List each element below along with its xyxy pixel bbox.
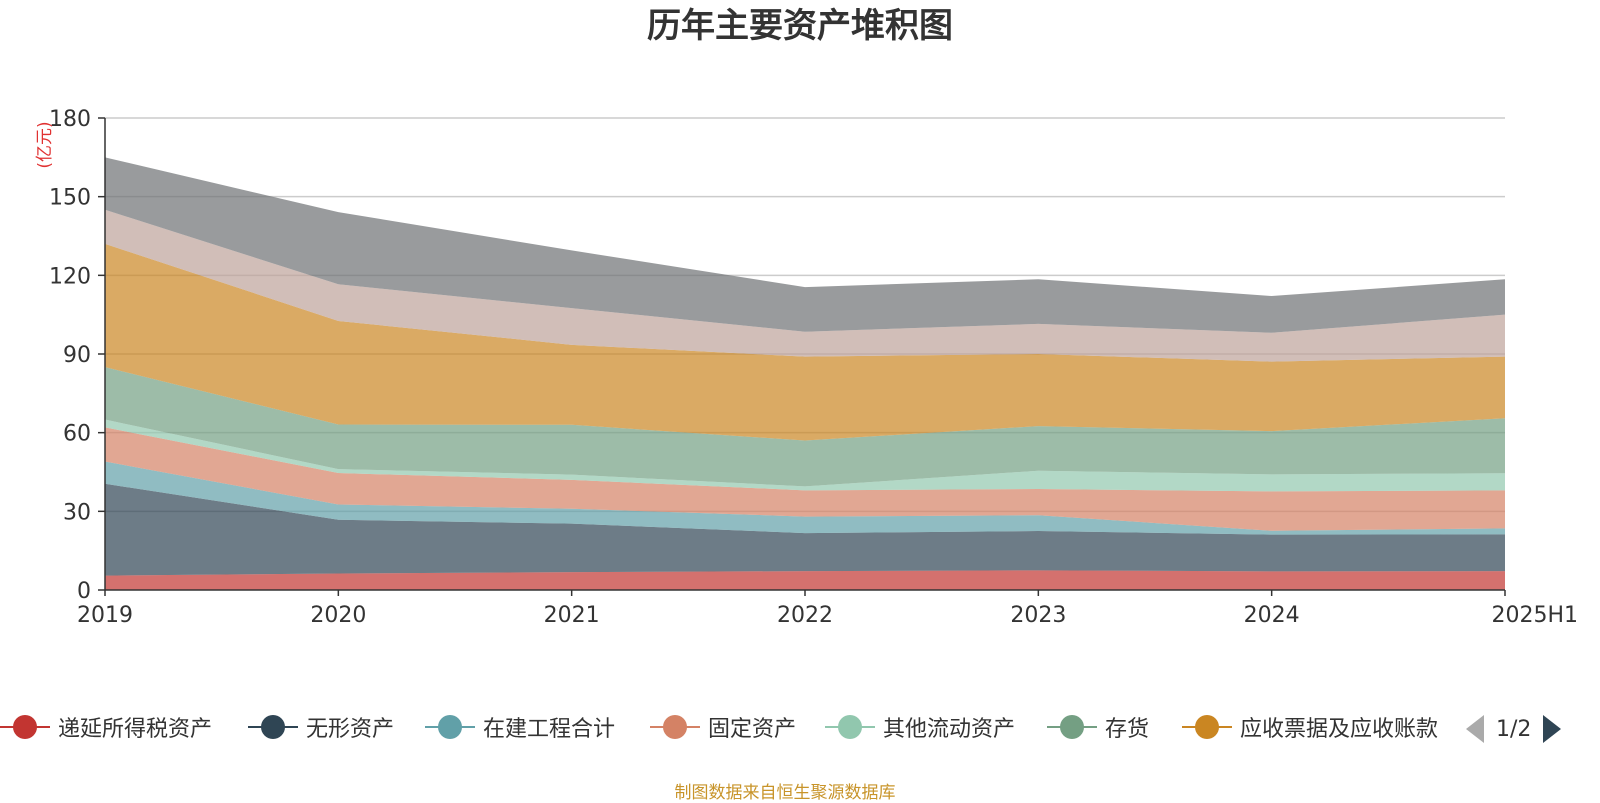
legend-label: 其他流动资产 [883, 717, 1016, 742]
legend-label: 存货 [1105, 717, 1150, 742]
legend-marker-icon [1182, 712, 1232, 742]
legend-next-page-icon[interactable] [1543, 715, 1562, 743]
x-tick-label: 2024 [1244, 603, 1300, 628]
y-tick-label: 150 [49, 186, 91, 211]
area-series-7 [105, 243, 1505, 441]
y-tick-label: 90 [63, 343, 91, 368]
chart-title: 历年主要资产堆积图 [647, 6, 953, 46]
area-series-8 [105, 209, 1505, 362]
legend-page-indicator: 1/2 [1496, 716, 1532, 742]
area-series-2 [105, 483, 1505, 576]
legend-label: 无形资产 [306, 717, 395, 742]
legend-item[interactable]: 固定资产 [650, 712, 796, 742]
legend-label: 固定资产 [708, 717, 797, 742]
legend-label: 应收票据及应收账款 [1240, 717, 1439, 742]
y-tick-label: 0 [77, 579, 91, 604]
y-tick-label: 120 [49, 264, 91, 289]
legend-item[interactable]: 递延所得税资产 [0, 712, 212, 742]
legend: 递延所得税资产 无形资产 在建工程合计 固定资产 其他流动资产 存货 应收票据及应收账款 [0, 712, 1600, 742]
x-tick-label: 2019 [77, 603, 133, 628]
area-series-1 [105, 570, 1505, 590]
legend-marker-icon [0, 712, 50, 742]
legend-label: 递延所得税资产 [58, 717, 213, 742]
y-tick-label: 30 [63, 500, 91, 525]
area-series-5 [105, 419, 1505, 492]
source-note: 制图数据来自恒生聚源数据库 [674, 783, 896, 803]
y-tick-label: 60 [63, 422, 91, 447]
legend-marker-icon [825, 712, 875, 742]
legend-marker-icon [650, 712, 700, 742]
legend-label: 在建工程合计 [483, 717, 616, 742]
area-series-9 [105, 157, 1505, 333]
y-axis-unit-label: (亿元) [35, 121, 55, 168]
legend-item[interactable]: 在建工程合计 [425, 712, 615, 742]
x-tick-label: 2025H1 [1491, 603, 1578, 628]
legend-pager: 1/2 [1466, 712, 1562, 746]
area-series-group [105, 157, 1505, 590]
area-series-6 [105, 367, 1505, 487]
legend-marker-icon [248, 712, 298, 742]
x-tick-label: 2022 [777, 603, 833, 628]
legend-item[interactable]: 存货 [1047, 712, 1149, 742]
x-tick-label: 2023 [1010, 603, 1066, 628]
legend-marker-icon [1047, 712, 1097, 742]
y-tick-label: 180 [49, 107, 91, 132]
legend-marker-icon [425, 712, 475, 742]
axes: 0 30 60 90 120 150 180 2019 2020 2021 2022 2023 2024… [49, 107, 1578, 628]
area-series-4 [105, 427, 1505, 531]
area-series-3 [105, 461, 1505, 535]
legend-item[interactable]: 无形资产 [248, 712, 394, 742]
legend-item[interactable]: 应收票据及应收账款 [1182, 712, 1438, 742]
x-tick-label: 2020 [310, 603, 366, 628]
x-tick-label: 2021 [544, 603, 600, 628]
legend-item[interactable]: 其他流动资产 [825, 712, 1015, 742]
legend-prev-page-icon[interactable] [1466, 715, 1484, 743]
